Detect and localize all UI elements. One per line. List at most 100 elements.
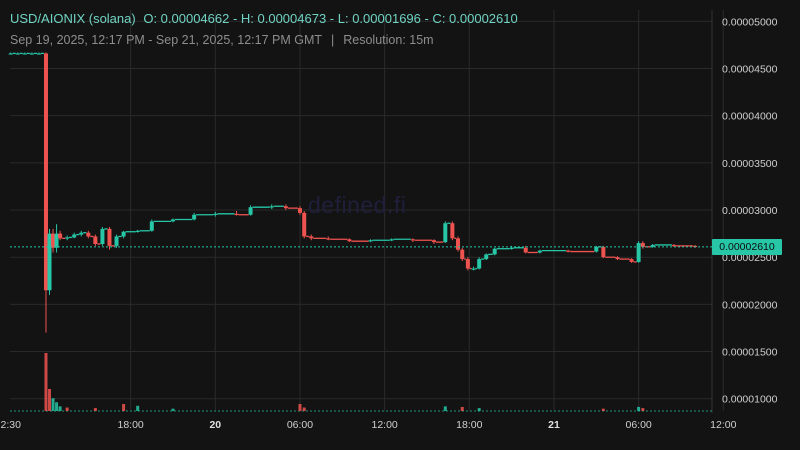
candle-body: [537, 250, 542, 253]
candle-body: [149, 221, 154, 231]
candle-body: [22, 53, 27, 55]
separator: |: [331, 33, 335, 47]
ohlc-readout: O: 0.00004662 - H: 0.00004673 - L: 0.000…: [143, 11, 518, 26]
candle-body: [93, 236, 98, 244]
candle-body: [432, 240, 437, 243]
candle-body: [29, 53, 34, 55]
x-tick-label: 12:00: [710, 419, 736, 431]
candle-body: [671, 244, 676, 247]
y-tick-label: 0.00005000: [722, 16, 778, 28]
volume-bar: [48, 388, 52, 411]
volume-bar: [601, 408, 605, 411]
candle-body: [15, 53, 20, 55]
candle-body: [629, 259, 634, 262]
volume-bar: [122, 404, 126, 411]
candlesticks: [8, 52, 698, 333]
x-tick-label: 21: [548, 419, 560, 431]
volume-bar: [51, 398, 55, 411]
candle-body: [410, 239, 415, 241]
volume-bar: [55, 402, 59, 411]
x-tick-label: 2:30: [0, 419, 21, 431]
candle-body: [389, 239, 394, 241]
candle-body: [100, 228, 105, 244]
candle-body: [121, 231, 126, 237]
candle-body: [283, 206, 288, 209]
candle-body: [509, 247, 514, 249]
candle-body: [79, 232, 84, 235]
volume-bar: [641, 408, 645, 411]
candle-body: [326, 238, 331, 240]
y-tick-label: 0.00001000: [722, 394, 778, 406]
candle-body: [523, 247, 528, 253]
candle-body: [114, 236, 119, 246]
candle-body: [347, 239, 352, 242]
x-tick-label: 20: [209, 419, 221, 431]
candle-body: [47, 233, 52, 291]
volume-bar: [65, 407, 69, 411]
y-axis: 0.00005000 0.00004500 0.00004000 0.00003500…: [722, 16, 778, 405]
candle-body: [107, 228, 112, 246]
y-tick-label: 0.00004000: [722, 111, 778, 123]
x-tick-label: 06:00: [287, 419, 313, 431]
candle-body: [471, 268, 476, 270]
y-tick-label: 0.00003000: [722, 205, 778, 217]
pair-symbol: USD/AIONIX (solana): [10, 11, 136, 26]
candle-body: [248, 207, 253, 215]
y-tick-label: 0.00002000: [722, 299, 778, 311]
x-tick-label: 12:00: [371, 419, 397, 431]
current-price-tag: 0.00002610: [712, 238, 782, 255]
candle-body: [234, 213, 239, 216]
candle-body: [72, 234, 77, 238]
candle-body: [477, 259, 482, 269]
candle-body: [43, 53, 48, 291]
y-tick-label: 0.00004500: [722, 63, 778, 75]
candle-body: [456, 238, 461, 250]
volume-bar: [460, 406, 464, 411]
candle-body: [269, 206, 274, 208]
y-tick-label: 0.00001500: [722, 347, 778, 359]
candle-body: [86, 232, 91, 237]
volume-bar: [637, 406, 641, 411]
candle-body: [135, 230, 140, 232]
watermark: defined.fi: [308, 192, 407, 218]
candle-body: [601, 246, 606, 258]
candle-body: [192, 214, 197, 220]
candle-body: [594, 246, 599, 252]
candle-body: [51, 233, 56, 248]
candle-body: [484, 254, 489, 260]
candle-body: [636, 243, 641, 262]
volume-bar: [443, 406, 447, 411]
volume-bar: [93, 408, 97, 411]
candle-body: [465, 259, 470, 269]
y-tick-label: 0.00002500: [722, 252, 778, 264]
candle-body: [492, 248, 497, 255]
candle-body: [54, 233, 59, 248]
candle-body: [213, 213, 218, 216]
candle-body: [368, 240, 373, 242]
volume-bar: [58, 406, 62, 411]
date-range: Sep 19, 2025, 12:17 PM - Sep 21, 2025, 1…: [10, 33, 322, 47]
volume-bar: [44, 353, 48, 411]
x-tick-label: 06:00: [625, 419, 651, 431]
candle-body: [170, 219, 175, 222]
candle-body: [36, 53, 41, 55]
y-tick-label: 0.00003500: [722, 158, 778, 170]
candle-body: [65, 237, 70, 239]
chart-header: USD/AIONIX (solana) O: 0.00004662 - H: 0…: [10, 11, 518, 26]
candle-body: [640, 243, 645, 247]
candle-body: [8, 53, 13, 55]
volume-bar: [171, 408, 175, 411]
candle-body: [297, 208, 302, 213]
candle-body: [302, 212, 307, 237]
candle-body: [309, 236, 314, 239]
resolution: Resolution: 15m: [343, 33, 434, 47]
candle-body: [460, 249, 465, 260]
x-tick-label: 18:00: [118, 419, 144, 431]
candle-body: [615, 257, 620, 260]
chart-subheader: Sep 19, 2025, 12:17 PM - Sep 21, 2025, 1…: [10, 33, 434, 47]
volume-bar: [477, 408, 481, 411]
candle-body: [650, 244, 655, 247]
candle-body: [58, 233, 63, 239]
volume-bars: [10, 353, 712, 412]
